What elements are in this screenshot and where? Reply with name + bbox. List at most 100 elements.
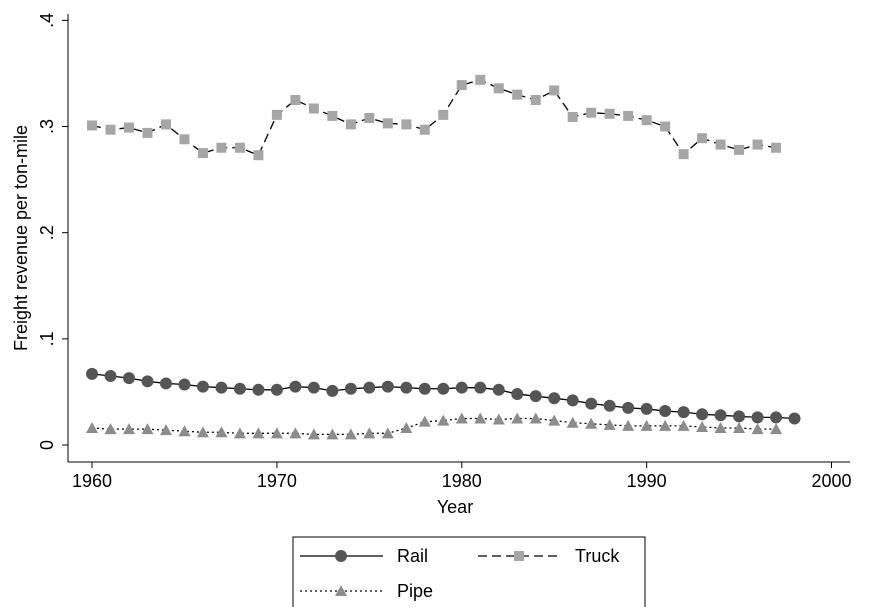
legend-marker [335,585,347,596]
marker [179,134,190,145]
marker [492,383,505,396]
marker [475,74,486,85]
marker [455,381,468,394]
y-tick-label: .1 [37,331,57,346]
marker [715,139,726,150]
marker [659,419,672,431]
marker [270,383,283,396]
marker [549,85,560,96]
marker [529,412,542,424]
marker [734,144,745,155]
marker [678,149,689,160]
marker [307,381,320,394]
legend-marker [335,550,347,562]
marker [623,110,634,121]
marker [233,427,246,439]
marker [566,416,579,428]
marker [289,380,302,393]
marker [511,412,524,424]
marker [548,414,561,426]
marker [123,423,136,435]
x-tick-label: 2000 [811,471,851,491]
marker [697,133,708,144]
legend-label: Rail [397,546,428,566]
legend-label: Pipe [397,581,433,601]
legend-label: Truck [575,546,620,566]
x-tick-label: 1960 [72,471,112,491]
marker [492,413,505,425]
y-axis-title: Freight revenue per ton-mile [11,125,31,351]
x-tick-label: 1980 [442,471,482,491]
marker [252,383,265,396]
marker [124,122,135,133]
marker [86,422,99,434]
x-axis-title: Year [437,497,473,517]
marker [159,424,172,436]
marker [622,401,635,414]
marker [640,419,653,431]
marker [253,150,264,161]
marker [87,120,98,131]
y-tick-label: .4 [37,13,57,28]
marker [604,108,615,119]
marker [178,378,191,391]
marker [511,388,524,401]
marker [566,394,579,407]
marker [437,382,450,395]
marker [437,414,450,426]
marker [586,107,597,118]
marker [344,428,357,440]
marker [400,422,413,434]
marker [603,399,616,412]
marker [419,124,430,135]
marker [622,419,635,431]
marker [400,381,413,394]
marker [455,412,468,424]
y-tick-label: 0 [37,440,57,450]
x-tick-label: 1970 [257,471,297,491]
marker [215,426,228,438]
marker [142,127,153,138]
marker [344,382,357,395]
marker [696,408,709,421]
marker [677,406,690,419]
marker [493,83,504,94]
marker [326,428,339,440]
marker [363,381,376,394]
marker [659,405,672,418]
marker [159,377,172,390]
marker [178,425,191,437]
marker [771,142,782,153]
marker [585,417,598,429]
marker [86,367,99,380]
marker [418,415,431,427]
marker [289,427,302,439]
marker [364,113,375,124]
marker [215,381,228,394]
marker [141,423,154,435]
marker [363,427,376,439]
marker [456,80,467,91]
marker [382,118,393,129]
marker [530,94,541,105]
y-tick-label: .2 [37,225,57,240]
marker [307,428,320,440]
marker [640,402,653,415]
marker [271,109,282,120]
marker [233,382,246,395]
y-tick-label: .3 [37,119,57,134]
marker [696,420,709,432]
marker [197,148,208,159]
marker [512,89,523,100]
marker [308,103,319,114]
marker [401,119,412,130]
marker [585,397,598,410]
marker [196,426,209,438]
marker [252,427,265,439]
marker [529,390,542,403]
marker [105,124,116,135]
marker [345,119,356,130]
marker [381,380,394,393]
marker [770,411,783,424]
